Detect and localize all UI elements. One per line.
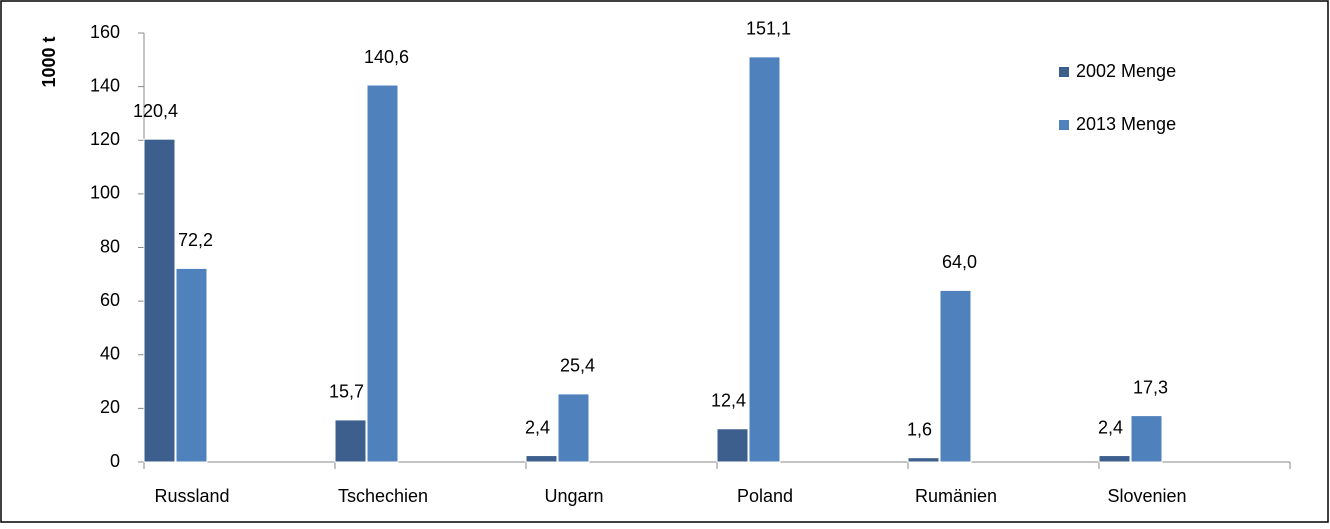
legend-label: 2013 Menge (1076, 114, 1176, 134)
value-label: 25,4 (560, 356, 595, 376)
bar (907, 457, 940, 463)
y-tick-label: 20 (100, 397, 120, 417)
y-tick-label: 140 (90, 75, 120, 95)
x-tick-label: Russland (154, 486, 229, 506)
value-label: 15,7 (329, 382, 364, 402)
legend-swatch (1059, 120, 1069, 130)
y-axis-label: 1000 t (39, 36, 59, 87)
y-tick-label: 100 (90, 183, 120, 203)
bar (939, 289, 972, 463)
y-tick-label: 80 (100, 236, 120, 256)
value-label: 64,0 (942, 252, 977, 272)
value-label: 1,6 (907, 419, 932, 439)
y-tick-label: 120 (90, 129, 120, 149)
value-label: 151,1 (746, 19, 791, 39)
value-label: 120,4 (133, 101, 178, 121)
x-tick-label: Slovenien (1107, 486, 1186, 506)
value-label: 72,2 (178, 230, 213, 250)
bar (748, 56, 781, 463)
legend-swatch (1059, 67, 1069, 77)
bar (557, 393, 590, 463)
y-tick-label: 60 (100, 290, 120, 310)
bar (1098, 455, 1131, 463)
value-label: 2,4 (1098, 417, 1123, 437)
bar (175, 267, 208, 463)
value-label: 12,4 (711, 391, 746, 411)
x-tick-label: Poland (737, 486, 793, 506)
x-tick-label: Rumänien (915, 486, 997, 506)
x-tick-label: Tschechien (338, 486, 428, 506)
x-tick-label: Ungarn (544, 486, 603, 506)
value-label: 17,3 (1133, 377, 1168, 397)
bar (334, 419, 367, 463)
bar (525, 455, 558, 463)
bar (716, 428, 749, 463)
value-label: 140,6 (364, 47, 409, 67)
y-tick-label: 0 (110, 451, 120, 471)
value-label: 2,4 (525, 417, 550, 437)
y-tick-label: 40 (100, 344, 120, 364)
legend-label: 2002 Menge (1076, 61, 1176, 81)
bar (1130, 415, 1163, 463)
bar (366, 84, 399, 463)
bar (143, 138, 176, 463)
y-tick-label: 160 (90, 22, 120, 42)
